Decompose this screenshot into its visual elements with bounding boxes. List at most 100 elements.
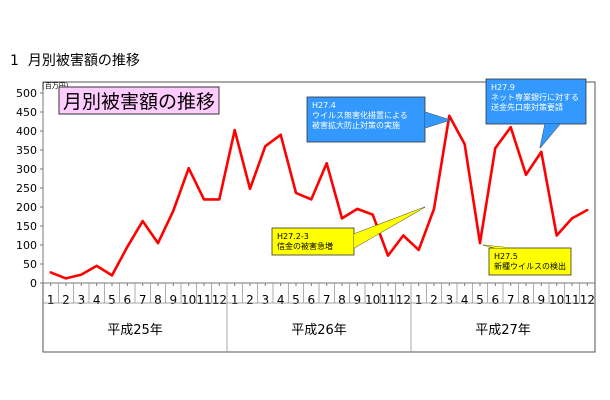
x-tick-label: 11 bbox=[380, 293, 395, 307]
data-point bbox=[524, 173, 528, 176]
x-tick-label: 7 bbox=[507, 293, 515, 307]
callout-date: H27.4 bbox=[312, 101, 336, 110]
x-tick-label: 8 bbox=[154, 293, 162, 307]
callout-date: H27.9 bbox=[491, 83, 515, 92]
y-tick-label: 150 bbox=[16, 220, 37, 233]
x-tick-label: 9 bbox=[354, 293, 362, 307]
x-tick-label: 6 bbox=[124, 293, 132, 307]
callout-pointer-fill bbox=[425, 112, 450, 128]
y-tick-label: 100 bbox=[16, 239, 37, 252]
x-tick-label: 4 bbox=[277, 293, 285, 307]
data-point bbox=[80, 273, 83, 276]
data-point bbox=[248, 187, 252, 190]
x-tick-label: 1 bbox=[47, 293, 55, 307]
callout-pointer-fill bbox=[540, 124, 560, 148]
year-group-label: 平成25年 bbox=[107, 323, 163, 338]
y-tick-label: 450 bbox=[16, 106, 37, 119]
data-point bbox=[172, 209, 175, 212]
x-tick-label: 9 bbox=[170, 293, 178, 307]
data-point bbox=[325, 162, 328, 165]
x-tick-label: 1 bbox=[231, 293, 239, 307]
callout-pointer-fill bbox=[483, 245, 510, 248]
x-tick-label: 8 bbox=[522, 293, 530, 307]
data-point bbox=[432, 207, 436, 211]
data-point bbox=[294, 191, 298, 195]
callout-text: ウイルス無害化措置による bbox=[312, 110, 408, 120]
y-unit-label: (百万円) bbox=[42, 82, 69, 90]
x-tick-label: 2 bbox=[246, 293, 254, 307]
y-tick-label: 300 bbox=[16, 163, 37, 176]
x-tick-label: 5 bbox=[292, 293, 300, 307]
callout-text: 新種ウイルスの検出 bbox=[494, 261, 566, 271]
callout-box bbox=[488, 247, 572, 276]
x-tick-label: 9 bbox=[538, 293, 546, 307]
x-tick-label: 3 bbox=[446, 293, 454, 307]
x-tick-label: 4 bbox=[93, 293, 101, 307]
data-point bbox=[448, 114, 451, 118]
x-tick-label: 11 bbox=[564, 293, 579, 307]
y-axis: 0 50 100 150 200 250 300 350 400 450 500 (百万円) bbox=[16, 82, 69, 290]
x-tick-label: 6 bbox=[308, 293, 316, 307]
data-point bbox=[156, 241, 160, 245]
x-tick-label: 12 bbox=[396, 293, 411, 307]
x-tick-label: 5 bbox=[476, 293, 484, 307]
callout-text: 送金先口座対策要請 bbox=[491, 102, 563, 112]
y-tick-label: 500 bbox=[16, 87, 37, 100]
data-point bbox=[310, 198, 313, 201]
data-point bbox=[386, 254, 390, 257]
x-tick-label: 3 bbox=[78, 293, 86, 307]
data-point bbox=[233, 129, 236, 132]
x-tick-label: 11 bbox=[196, 293, 211, 307]
y-tick-label: 250 bbox=[16, 182, 37, 195]
data-point bbox=[509, 126, 512, 129]
data-point bbox=[494, 146, 497, 150]
data-point bbox=[540, 150, 543, 154]
y-tick-label: 350 bbox=[16, 144, 37, 157]
x-tick-label: 2 bbox=[62, 293, 70, 307]
data-point bbox=[340, 217, 344, 220]
data-point bbox=[126, 245, 129, 249]
callout-text: 被害拡大防止対策の実施 bbox=[312, 120, 400, 130]
x-tick-label: 7 bbox=[139, 293, 147, 307]
x-tick-label: 10 bbox=[549, 293, 564, 307]
chart-title-box: 月別被害額の推移 bbox=[58, 86, 220, 115]
x-tick-label: 12 bbox=[212, 293, 227, 307]
x-tick-label: 3 bbox=[262, 293, 270, 307]
x-axis: 1 2 3 4 5 6 7 8 9 10 11 12 1 2 3 4 5 6 7 8 9 10 11 12 1 2 3 4 5 6 7 8 9 1… bbox=[43, 283, 595, 352]
x-tick-label: 8 bbox=[338, 293, 346, 307]
callout-date: H27.5 bbox=[494, 252, 518, 261]
data-point bbox=[417, 248, 420, 252]
data-point bbox=[279, 133, 282, 136]
year-group-label: 平成26年 bbox=[291, 323, 347, 338]
callout-text: 信金の被害急増 bbox=[277, 241, 333, 251]
data-point bbox=[356, 207, 359, 211]
data-point bbox=[570, 217, 574, 220]
callout-text: ネット専業銀行に対する bbox=[491, 92, 579, 102]
callout-box bbox=[306, 96, 426, 143]
data-point bbox=[64, 277, 68, 280]
year-group-label: 平成27年 bbox=[475, 323, 531, 338]
x-tick-label: 4 bbox=[461, 293, 469, 307]
section-heading: 1 月別被害額の推移 bbox=[10, 53, 140, 69]
data-point bbox=[110, 274, 114, 277]
series-group bbox=[49, 114, 589, 280]
x-tick-label: 7 bbox=[323, 293, 331, 307]
data-point bbox=[555, 234, 558, 237]
chart-title-background bbox=[58, 86, 220, 115]
callout-date: H27.2-3 bbox=[277, 232, 309, 241]
y-tick-label: 0 bbox=[30, 277, 37, 290]
x-tick-label: 6 bbox=[492, 293, 500, 307]
data-point bbox=[141, 219, 144, 223]
y-tick-label: 200 bbox=[16, 201, 37, 214]
data-point bbox=[402, 234, 405, 237]
y-tick-label: 400 bbox=[16, 125, 37, 138]
callout-pointer-fill bbox=[354, 207, 425, 248]
x-tick-label: 12 bbox=[580, 293, 595, 307]
chart-title: 月別被害額の推移 bbox=[63, 91, 215, 113]
data-point bbox=[49, 271, 52, 274]
